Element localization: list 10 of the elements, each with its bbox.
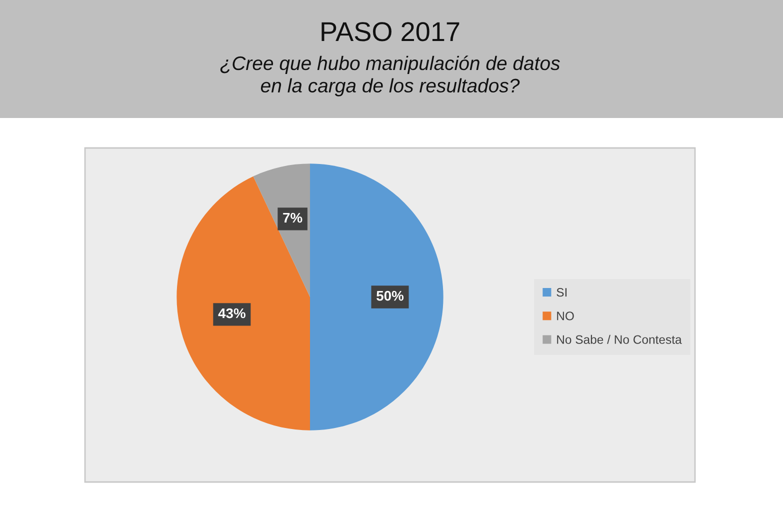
- chart-title: PASO 2017: [322, 22, 460, 42]
- legend-label: NO: [557, 312, 574, 320]
- chart-subtitle: ¿Cree que hubo manipulación de datos en la carga de los resultados?: [220, 56, 560, 96]
- pie-slice: [310, 164, 444, 430]
- data-label: 50%: [376, 290, 404, 301]
- pie-slice: [176, 176, 310, 430]
- legend-label: No Sabe / No Contesta: [557, 334, 682, 344]
- legend-label: SI: [556, 288, 567, 297]
- data-label: 7%: [283, 212, 302, 223]
- data-label: 43%: [218, 308, 246, 318]
